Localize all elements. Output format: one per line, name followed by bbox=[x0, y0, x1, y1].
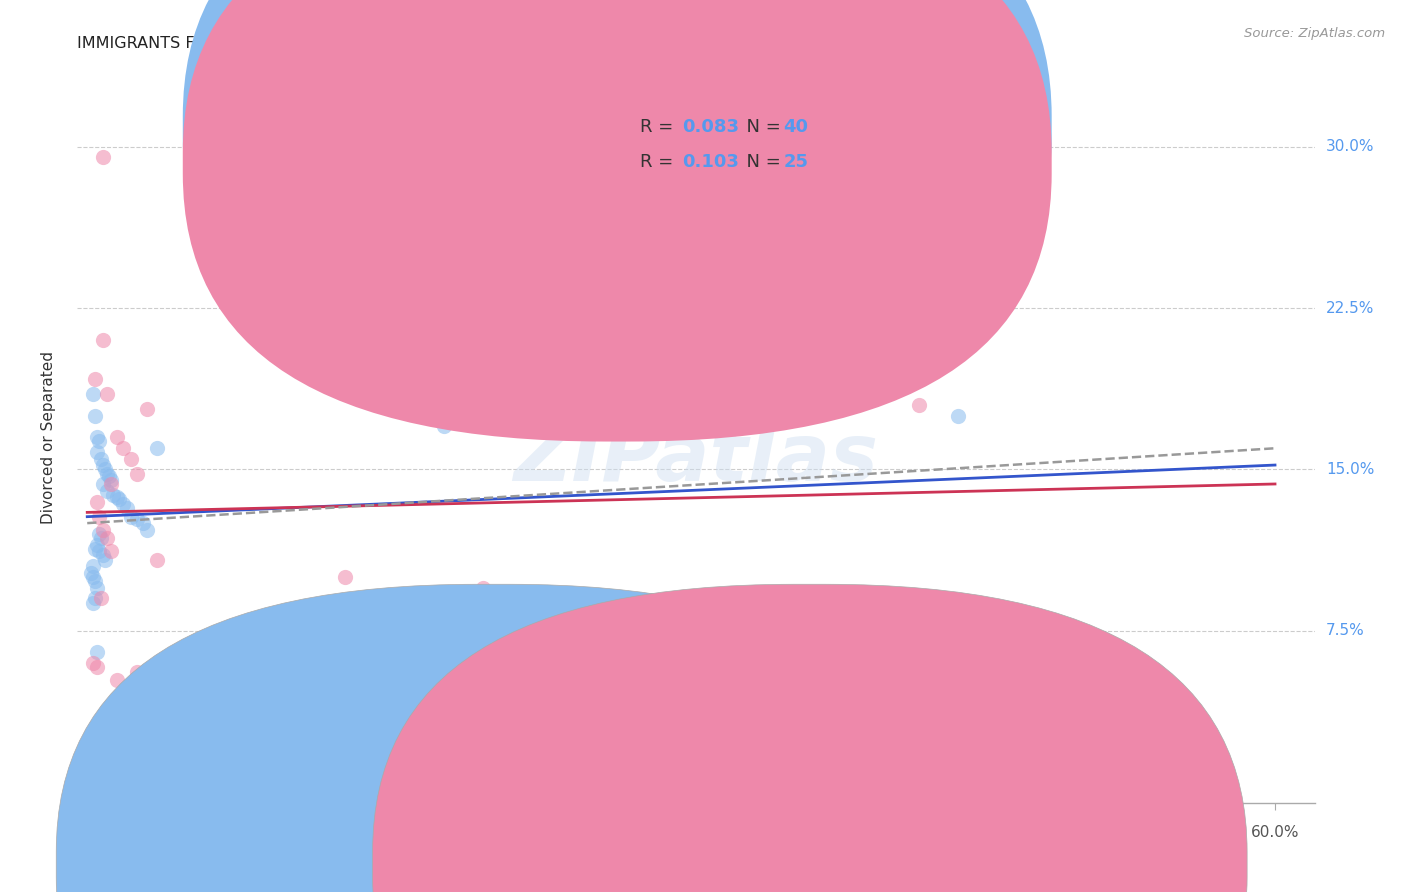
Point bbox=[96, 531, 118, 545]
Point bbox=[105, 430, 128, 444]
Point bbox=[91, 150, 114, 164]
Text: 0.083: 0.083 bbox=[682, 118, 740, 136]
Text: 0.0%: 0.0% bbox=[67, 825, 107, 840]
Text: 40.0%: 40.0% bbox=[855, 825, 903, 840]
Point bbox=[690, 613, 713, 627]
Point bbox=[100, 477, 122, 491]
Point bbox=[125, 467, 148, 481]
Point bbox=[86, 445, 108, 459]
Point bbox=[145, 552, 167, 566]
Point bbox=[82, 570, 104, 584]
Point bbox=[90, 591, 112, 606]
Point bbox=[105, 491, 128, 505]
Point bbox=[86, 538, 108, 552]
Point bbox=[86, 494, 108, 508]
Text: R =: R = bbox=[640, 153, 679, 171]
Text: 25: 25 bbox=[783, 153, 808, 171]
Point bbox=[907, 398, 929, 412]
Point bbox=[100, 544, 122, 558]
Text: 15.0%: 15.0% bbox=[1326, 462, 1374, 477]
Point bbox=[90, 531, 112, 545]
Point bbox=[120, 509, 142, 524]
Point bbox=[94, 552, 117, 566]
Text: 10.0%: 10.0% bbox=[262, 825, 309, 840]
Text: 7.5%: 7.5% bbox=[1326, 624, 1365, 638]
Point bbox=[115, 501, 138, 516]
Point bbox=[84, 409, 107, 423]
Text: 60.0%: 60.0% bbox=[1251, 825, 1299, 840]
Text: 0.103: 0.103 bbox=[682, 153, 738, 171]
Point bbox=[135, 402, 157, 417]
Point bbox=[131, 516, 153, 530]
Text: 50.0%: 50.0% bbox=[1053, 825, 1101, 840]
Point bbox=[100, 473, 122, 487]
Text: 30.0%: 30.0% bbox=[1326, 139, 1374, 154]
Text: N =: N = bbox=[735, 118, 787, 136]
Point bbox=[84, 541, 107, 556]
Point bbox=[86, 645, 108, 659]
Point bbox=[948, 409, 970, 423]
Text: South Africans: South Africans bbox=[832, 857, 943, 871]
Point bbox=[87, 434, 110, 449]
Text: N =: N = bbox=[735, 153, 787, 171]
Point bbox=[101, 488, 124, 502]
Y-axis label: Divorced or Separated: Divorced or Separated bbox=[42, 351, 56, 524]
Text: Source: ZipAtlas.com: Source: ZipAtlas.com bbox=[1244, 27, 1385, 40]
Point bbox=[135, 523, 157, 537]
Point bbox=[94, 462, 117, 476]
Point bbox=[87, 527, 110, 541]
Text: R =: R = bbox=[640, 118, 679, 136]
Point bbox=[432, 419, 454, 434]
Point bbox=[80, 566, 103, 580]
Point bbox=[82, 387, 104, 401]
Point bbox=[82, 559, 104, 574]
Text: ZIPatlas: ZIPatlas bbox=[513, 420, 879, 498]
Point bbox=[96, 467, 118, 481]
Point bbox=[91, 523, 114, 537]
Point bbox=[82, 596, 104, 610]
Text: 30.0%: 30.0% bbox=[657, 825, 706, 840]
Point bbox=[111, 497, 134, 511]
Point bbox=[86, 660, 108, 674]
Point bbox=[91, 549, 114, 563]
Text: Immigrants from Kuwait: Immigrants from Kuwait bbox=[516, 857, 700, 871]
Point bbox=[86, 430, 108, 444]
Text: 20.0%: 20.0% bbox=[458, 825, 508, 840]
Text: 40: 40 bbox=[783, 118, 808, 136]
Point bbox=[111, 441, 134, 455]
Text: IMMIGRANTS FROM KUWAIT VS SOUTH AFRICAN DIVORCED OR SEPARATED CORRELATION CHART: IMMIGRANTS FROM KUWAIT VS SOUTH AFRICAN … bbox=[77, 36, 858, 51]
Point bbox=[108, 492, 131, 507]
Point bbox=[87, 544, 110, 558]
Point bbox=[87, 509, 110, 524]
Point bbox=[91, 458, 114, 472]
Point bbox=[125, 665, 148, 679]
Point bbox=[84, 591, 107, 606]
Point bbox=[96, 483, 118, 498]
Point bbox=[91, 333, 114, 347]
Point bbox=[91, 477, 114, 491]
Point bbox=[90, 451, 112, 466]
Text: 22.5%: 22.5% bbox=[1326, 301, 1374, 316]
Point bbox=[105, 673, 128, 688]
Point bbox=[84, 372, 107, 386]
Point bbox=[96, 387, 118, 401]
Point bbox=[86, 581, 108, 595]
Point bbox=[98, 468, 121, 483]
Point bbox=[84, 574, 107, 589]
Point bbox=[472, 581, 495, 595]
Point bbox=[145, 441, 167, 455]
Point bbox=[125, 512, 148, 526]
Point bbox=[120, 451, 142, 466]
Point bbox=[82, 656, 104, 670]
Point bbox=[333, 570, 356, 584]
